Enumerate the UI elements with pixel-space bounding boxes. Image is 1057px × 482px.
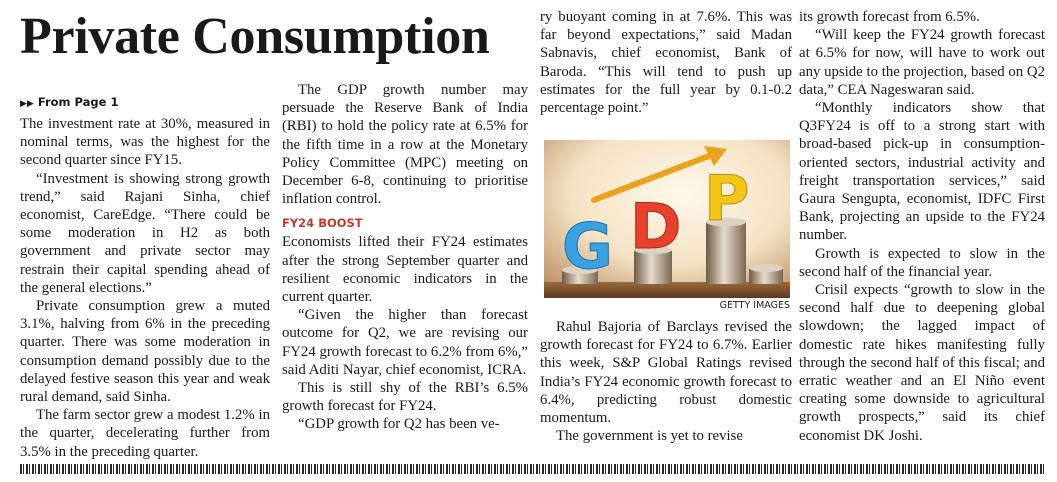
paragraph: Private consumption grew a muted 3.1%, h… bbox=[20, 298, 270, 406]
coin-stack-2 bbox=[634, 246, 672, 284]
gdp-photo-art: G D P bbox=[544, 140, 790, 298]
gdp-letter-p: P bbox=[704, 162, 749, 235]
paragraph: “Investment is showing strong growth tre… bbox=[20, 170, 270, 296]
page-reference-label: From Page 1 bbox=[37, 95, 119, 109]
column-3: ry buoyant coming in at 7.6%. This was f… bbox=[540, 8, 792, 117]
column-4: its growth forecast from 6.5%. “Will kee… bbox=[799, 8, 1045, 445]
paragraph: Growth is expected to slow in the second… bbox=[799, 245, 1045, 280]
paragraph: The government is yet to revise bbox=[556, 428, 743, 445]
photo-credit: GETTY IMAGES bbox=[719, 300, 790, 311]
paragraph: Economists lifted their FY24 estimates a… bbox=[282, 234, 528, 306]
column-2: The GDP growth number may persuade the R… bbox=[282, 81, 528, 434]
page-edge-rule bbox=[20, 464, 1045, 474]
gdp-letter-g: G bbox=[562, 210, 613, 283]
paragraph: “GDP growth for Q2 has been ve- bbox=[298, 416, 500, 433]
paragraph: “Will keep the FY24 growth forecast at 6… bbox=[799, 27, 1045, 98]
gdp-photo: G D P bbox=[544, 140, 790, 298]
paragraph: “Given the higher than forecast outcome … bbox=[282, 307, 528, 378]
paragraph: The GDP growth number may persuade the R… bbox=[282, 82, 528, 208]
section-subhead: FY24 BOOST bbox=[282, 216, 363, 231]
article-headline: Private Consumption bbox=[20, 8, 490, 65]
page-reference: ▶▶ From Page 1 bbox=[20, 93, 270, 113]
paragraph: This is still shy of the RBI’s 6.5% grow… bbox=[282, 380, 528, 415]
coin-stack-4 bbox=[749, 264, 783, 284]
coin-stack-3 bbox=[706, 217, 746, 284]
double-arrow-right-icon: ▶▶ bbox=[20, 99, 34, 109]
coin-stack-1 bbox=[562, 266, 598, 284]
paragraph: ry buoyant coming in at 7.6%. This was f… bbox=[540, 9, 792, 117]
paragraph: its growth forecast from 6.5%. bbox=[799, 9, 980, 25]
column-3-continued: Rahul Bajoria of Barclays revised the gr… bbox=[540, 318, 792, 445]
paragraph: The farm sector grew a modest 1.2% in th… bbox=[20, 407, 270, 460]
gdp-letter-d: D bbox=[630, 190, 681, 263]
column-1: ▶▶ From Page 1 The investment rate at 30%… bbox=[20, 93, 270, 461]
paragraph: Rahul Bajoria of Barclays revised the gr… bbox=[540, 319, 792, 427]
paragraph: “Monthly indicators show that Q3FY24 is … bbox=[799, 100, 1045, 244]
growth-arrow-icon bbox=[591, 146, 727, 203]
paragraph: Crisil expects “growth to slow in the se… bbox=[799, 282, 1045, 444]
paragraph: The investment rate at 30%, measured in … bbox=[20, 116, 270, 169]
